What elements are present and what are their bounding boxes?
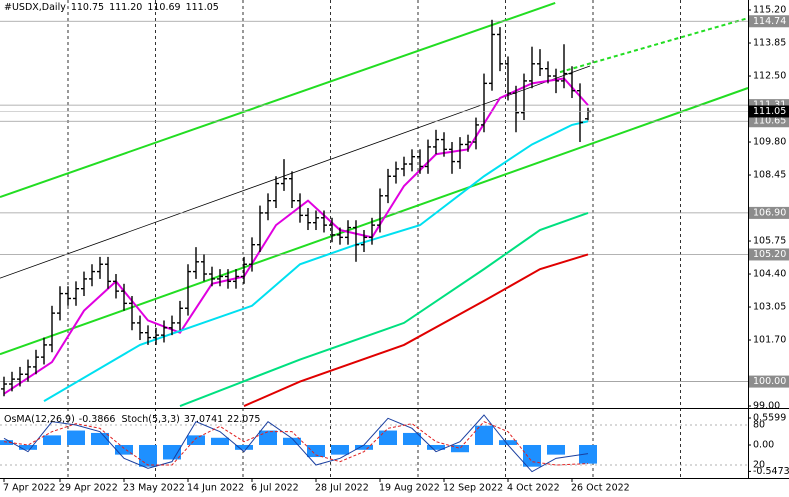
y-tick-label: 108.45 <box>753 170 786 181</box>
x-tick-label: 19 Aug 2022 <box>379 483 440 494</box>
y-tick-label: 113.85 <box>753 38 786 49</box>
level-label: 105.20 <box>753 249 786 260</box>
osma-bar <box>115 444 133 455</box>
symbol: #USDX,Daily <box>4 2 66 13</box>
osma-bar <box>355 444 373 450</box>
level-label: 111.31 <box>753 100 786 111</box>
osma-bar <box>163 444 181 460</box>
osma-bar <box>307 444 325 458</box>
stoch-tick-label: 20 <box>753 460 765 471</box>
level-label: 110.65 <box>753 116 786 127</box>
trendline <box>0 1 556 198</box>
y-tick-label: 101.70 <box>753 335 786 346</box>
level-label-box <box>749 248 789 261</box>
moving-average <box>179 211 589 407</box>
stoch-tick-label: 80 <box>753 420 765 431</box>
osma-bar <box>579 444 597 464</box>
stoch-line <box>3 414 589 473</box>
level-label-box <box>749 375 789 388</box>
x-tick-label: 12 Sep 2022 <box>443 483 503 494</box>
level-label: 114.74 <box>753 16 786 27</box>
y-tick-label: 112.50 <box>753 71 786 82</box>
osma-name: OsMA(12,26,9) <box>4 414 75 425</box>
osma-bar <box>43 435 61 445</box>
osma-bar <box>523 444 541 467</box>
osma-bar <box>475 425 493 445</box>
osma-bar <box>451 444 469 453</box>
osma-bar <box>19 444 37 450</box>
osma-bar <box>547 444 565 455</box>
osma-bar <box>0 440 13 445</box>
osma-bar <box>139 444 157 467</box>
current-price-label: 111.05 <box>753 106 786 117</box>
x-tick-label: 6 Jul 2022 <box>251 483 299 494</box>
current-price-box <box>749 105 789 118</box>
y-tick-label: 99.00 <box>753 401 780 412</box>
osma-bar <box>379 430 397 445</box>
moving-average <box>243 253 589 407</box>
y-tick-label: 109.80 <box>753 137 786 148</box>
ohlc-value: 111.05 <box>186 2 219 13</box>
level-label-box <box>749 15 789 28</box>
trendline <box>559 17 749 74</box>
y-tick-label: 105.75 <box>753 236 786 247</box>
x-tick-label: 14 Jun 2022 <box>187 483 244 494</box>
osma-bar <box>403 432 421 445</box>
stoch-line <box>3 421 589 466</box>
y-tick-label: 103.05 <box>753 302 786 313</box>
osma-bar <box>259 430 277 445</box>
osma-bar <box>283 437 301 445</box>
osc-tick-label: 0.5599 <box>753 413 786 424</box>
trendline <box>0 65 591 279</box>
osma-bar <box>211 437 229 445</box>
stoch-main-value: 37.0741 <box>184 414 223 425</box>
x-tick-label: 23 May 2022 <box>123 483 185 494</box>
level-label: 106.90 <box>753 207 786 218</box>
x-tick-label: 4 Oct 2022 <box>507 483 560 494</box>
ohlc-value: 110.69 <box>147 2 180 13</box>
x-tick-label: 26 Oct 2022 <box>571 483 630 494</box>
x-tick-label: 29 Apr 2022 <box>59 483 118 494</box>
osma-value: -0.3866 <box>79 414 116 425</box>
osma-bar <box>331 444 349 455</box>
osma-bar <box>67 430 85 445</box>
stoch-signal-value: 22.075 <box>227 414 260 425</box>
osma-bar <box>235 444 253 450</box>
osc-tick-label: 0.00 <box>753 439 774 450</box>
level-label: 100.00 <box>753 376 786 387</box>
chart-header: #USDX,Daily 110.75 111.20 110.69 111.05 <box>4 2 219 13</box>
ohlc-value: 110.75 <box>71 2 104 13</box>
y-tick-label: 115.20 <box>753 5 786 16</box>
ohlc-value: 111.20 <box>109 2 142 13</box>
osma-bar <box>427 444 445 450</box>
y-tick-label: 104.40 <box>753 269 786 280</box>
osc-header: OsMA(12,26,9) -0.3866 Stoch(5,3,3) 37.0741 2… <box>4 414 260 425</box>
osc-tick-label: -0.5473 <box>753 466 789 477</box>
osma-bar <box>187 435 205 445</box>
x-tick-label: 7 Apr 2022 <box>3 483 56 494</box>
x-tick-label: 28 Jul 2022 <box>315 483 369 494</box>
osma-bar <box>499 440 517 445</box>
level-label-box <box>749 115 789 128</box>
stoch-name: Stoch(5,3,3) <box>121 414 179 425</box>
level-label-box <box>749 206 789 219</box>
